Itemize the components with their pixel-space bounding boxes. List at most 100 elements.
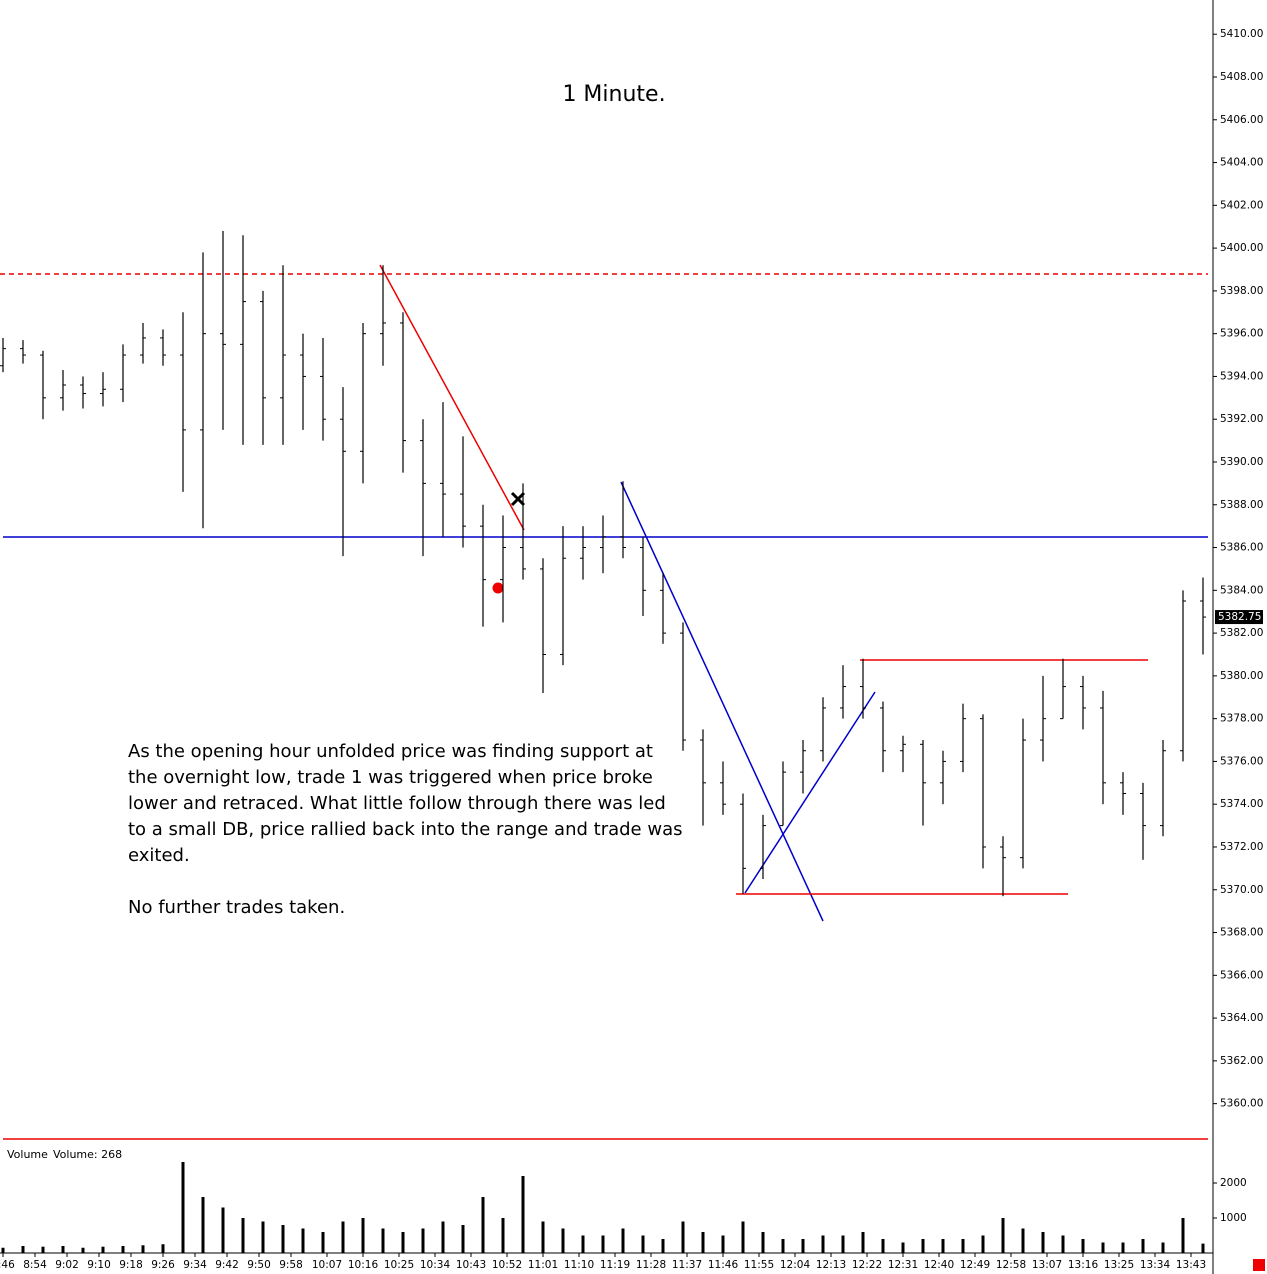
volume-bar [781, 1239, 785, 1253]
volume-bar [181, 1162, 185, 1253]
x-tick-label: 13:34 [1140, 1259, 1171, 1271]
y-tick-label: 5378.00 [1220, 713, 1263, 725]
volume-bar [521, 1176, 525, 1253]
volume-bar [981, 1235, 985, 1253]
volume-bar [801, 1239, 805, 1253]
y-tick-label: 5370.00 [1220, 884, 1263, 896]
annotation-line: No further trades taken. [128, 897, 345, 918]
y-tick-label: 5388.00 [1220, 499, 1263, 511]
x-tick-label: 10:25 [384, 1259, 414, 1271]
volume-bar [481, 1197, 485, 1253]
y-tick-label: 5404.00 [1220, 157, 1263, 169]
volume-bar [1181, 1218, 1185, 1253]
volume-bar [1141, 1239, 1145, 1253]
volume-bar [561, 1228, 565, 1253]
annotation-line: lower and retraced. What little follow t… [128, 793, 666, 814]
x-tick-label: 13:25 [1104, 1259, 1134, 1271]
x-tick-label: 11:01 [528, 1259, 558, 1271]
x-tick-label: 8:54 [23, 1259, 47, 1271]
x-tick-label: 12:58 [996, 1259, 1026, 1271]
x-tick-label: 10:07 [312, 1259, 342, 1271]
volume-bar [281, 1225, 285, 1253]
exit-marker [510, 491, 526, 507]
y-tick-label: 5396.00 [1220, 328, 1263, 340]
x-tick-label: 10:52 [492, 1259, 522, 1271]
x-tick-label: 12:22 [852, 1259, 882, 1271]
volume-bar [1021, 1228, 1025, 1253]
volume-bar [441, 1221, 445, 1253]
y-tick-label: 5368.00 [1220, 927, 1263, 939]
volume-bar [61, 1246, 65, 1253]
y-tick-label: 5372.00 [1220, 841, 1263, 853]
volume-bar [841, 1235, 845, 1253]
y-tick-label: 5406.00 [1220, 114, 1263, 126]
volume-bar [721, 1235, 725, 1253]
x-tick-label: 10:34 [420, 1259, 451, 1271]
y-tick-label: 5398.00 [1220, 285, 1263, 297]
volume-bar [261, 1221, 265, 1253]
y-tick-label: 5374.00 [1220, 798, 1263, 810]
y-tick-label: 5410.00 [1220, 28, 1263, 40]
volume-bar [241, 1218, 245, 1253]
x-tick-label: 9:50 [247, 1259, 271, 1271]
volume-bar [1061, 1235, 1065, 1253]
x-tick-label: 9:58 [279, 1259, 303, 1271]
volume-bar [221, 1207, 225, 1253]
y-tick-label: 5392.00 [1220, 413, 1263, 425]
x-tick-label: 12:04 [780, 1259, 811, 1271]
x-tick-label: 11:55 [744, 1259, 774, 1271]
volume-bar [601, 1235, 605, 1253]
volume-title: Volume [7, 1148, 48, 1161]
y-tick-label: 5402.00 [1220, 199, 1263, 211]
y-tick-label: 5400.00 [1220, 242, 1263, 254]
volume-bar [161, 1244, 165, 1253]
last-price-label: 5382.75 [1218, 611, 1261, 623]
entry-marker [492, 582, 504, 594]
volume-bar [321, 1232, 325, 1253]
trend-line [379, 264, 525, 531]
annotation-line: to a small DB, price rallied back into t… [128, 819, 682, 840]
y-tick-label: 5360.00 [1220, 1098, 1263, 1110]
annotation-line: exited. [128, 845, 190, 866]
volume-bar [1, 1247, 5, 1253]
x-tick-label: 13:07 [1032, 1259, 1062, 1271]
y-tick-label: 5390.00 [1220, 456, 1263, 468]
trend-line [620, 481, 824, 922]
volume-bar [761, 1232, 765, 1253]
volume-bar [681, 1221, 685, 1253]
volume-bar [421, 1228, 425, 1253]
x-tick-label: 9:02 [55, 1259, 79, 1271]
x-tick-label: 12:49 [960, 1259, 990, 1271]
x-tick-label: 11:10 [564, 1259, 594, 1271]
volume-bar [81, 1247, 85, 1253]
volume-bar [381, 1228, 385, 1253]
volume-bar [1081, 1239, 1085, 1253]
x-tick-label: 13:16 [1068, 1259, 1099, 1271]
volume-bar [401, 1232, 405, 1253]
volume-bar [1121, 1242, 1125, 1253]
y-tick-label: 5364.00 [1220, 1012, 1263, 1024]
volume-tick-label: 2000 [1220, 1177, 1247, 1189]
volume-bar [541, 1221, 545, 1253]
x-tick-label: 9:10 [87, 1259, 111, 1271]
x-tick-label: 13:43 [1176, 1259, 1206, 1271]
volume-bar [1201, 1243, 1205, 1253]
volume-bar [741, 1221, 745, 1253]
x-tick-label: 9:34 [183, 1259, 207, 1271]
volume-bar [641, 1235, 645, 1253]
x-tick-label: 11:28 [636, 1259, 666, 1271]
volume-bar [1001, 1218, 1005, 1253]
volume-bar [461, 1225, 465, 1253]
volume-bar [941, 1239, 945, 1253]
volume-bar [501, 1218, 505, 1253]
volume-bar [921, 1239, 925, 1253]
volume-bar [661, 1239, 665, 1253]
chart-title: 1 Minute. [562, 82, 665, 107]
volume-bar [121, 1246, 125, 1253]
volume-bar [141, 1245, 145, 1253]
volume-bar [301, 1228, 305, 1253]
y-tick-label: 5384.00 [1220, 584, 1263, 596]
y-tick-label: 5380.00 [1220, 670, 1263, 682]
volume-bar [701, 1232, 705, 1253]
